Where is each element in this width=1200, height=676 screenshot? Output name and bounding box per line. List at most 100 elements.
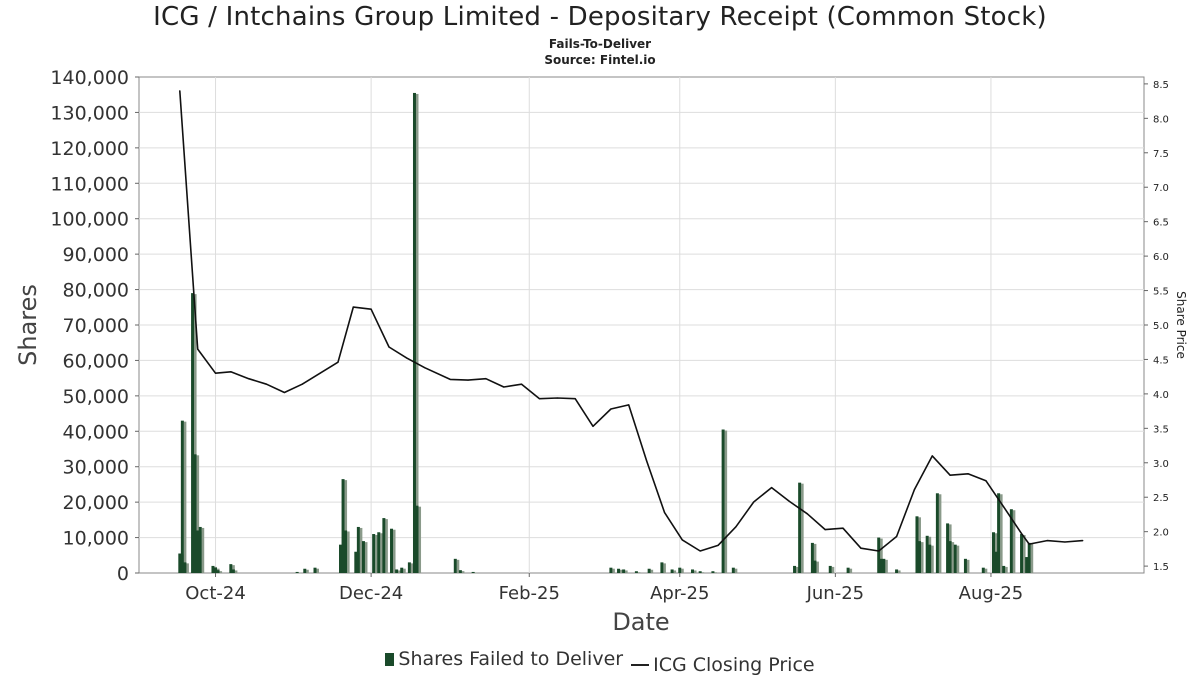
ftd-bar-shadow [956,545,960,573]
price-point [179,90,181,92]
price-point [319,372,321,374]
ftd-bar-shadow [1005,566,1008,573]
price-point [628,404,630,406]
ftd-bar [395,569,399,573]
chart-source: Source: Fintel.io [544,53,656,67]
ftd-bar [180,420,184,573]
ftd-bar-shadow [183,421,187,573]
legend: Shares Failed to Deliver ICG Closing Pri… [0,648,1200,676]
y2-tick-label: 4.5 [1153,355,1169,366]
ftd-bar [183,562,187,573]
ftd-bar [879,558,883,573]
ftd-bar [925,535,929,573]
price-point [449,378,451,381]
grid [139,77,1144,573]
chart-subtitle: Fails-To-Deliver [548,37,652,51]
ftd-bar [196,530,200,573]
y-tick-label: 60,000 [63,350,129,372]
ftd-bar [390,528,394,573]
y-tick-label: 130,000 [50,102,129,124]
price-point [424,367,426,369]
ftd-bar-shadow [316,568,320,573]
y2-tick-label: 8.0 [1153,114,1169,125]
ftd-bar [412,92,416,573]
price-point [352,306,354,308]
y2-tick-label: 5.0 [1153,321,1169,332]
legend-item-price: ICG Closing Price [629,654,815,676]
price-point [895,535,898,538]
ftd-bar [354,551,358,573]
ftd-bar [609,567,613,573]
ftd-bar-shadow [663,563,666,573]
ftd-bar [198,526,202,573]
ftd-bar-shadow [612,568,615,573]
price-point [735,526,737,528]
price-point [230,371,232,373]
price-point [521,383,523,385]
price-point [753,501,755,503]
y2-tick-label: 6.5 [1153,218,1169,229]
ftd-bar [846,567,850,573]
ftd-bar-shadow [456,559,460,573]
ftd-bar-shadow [298,572,302,574]
x-tick-label: Jun-25 [806,583,865,604]
price-point [1064,541,1066,543]
ftd-bar [992,532,996,573]
ftd-bar-shadow [673,570,677,573]
y2-tick-label: 4.0 [1153,390,1169,401]
price-point [1082,540,1084,542]
x-tick-label: Aug-25 [959,583,1024,604]
ftd-bar-shadow [734,568,738,573]
ftd-bar-shadow [701,572,705,573]
ftd-bar [193,454,197,573]
y2-tick-label: 7.5 [1153,149,1169,160]
ftd-bar [415,505,419,573]
ftd-bar [647,568,651,573]
ftd-bar [214,567,218,573]
price-point [1028,543,1030,545]
y2-tick-label: 8.5 [1153,80,1169,91]
ftd-bar [211,565,215,573]
ftd-bar-shadow [347,531,350,573]
ftd-bar-shadow [831,566,835,573]
ftd-bar-shadow [650,569,654,573]
ftd-bar [660,562,664,573]
price-point [485,378,487,380]
price-point [538,398,541,400]
ftd-bar [813,560,817,573]
ftd-bar [711,571,715,573]
ftd-bar [178,553,182,573]
ftd-bar [634,571,638,573]
ftd-bar [1027,542,1031,573]
ftd-bar [670,569,674,573]
ftd-bar-shadow [625,570,628,573]
ftd-bar [963,558,967,573]
ftd-bar-shadow [849,568,853,573]
ftd-bar [471,571,475,573]
ftd-bar [458,570,462,573]
price-point [503,386,505,388]
y-tick-label: 100,000 [50,209,129,231]
price-point [265,383,268,385]
ftd-bar [1020,534,1024,573]
y2-tick-label: 6.0 [1153,252,1169,263]
ftd-bar-shadow [681,568,684,573]
ftd-bar [918,541,922,573]
price-point [931,455,933,457]
price-point [913,489,916,491]
price-point [681,539,683,541]
ftd-bar-shadow [234,570,238,573]
y-tick-label: 80,000 [63,280,129,302]
price-point [574,398,576,400]
ftd-bar-shadow [375,535,378,573]
price-point [663,511,666,513]
ftd-bar [191,293,195,573]
ftd-bar-shadow [232,565,235,573]
ftd-bar-shadow [1023,535,1026,573]
ftd-bar [377,532,381,573]
y2-tick-label: 2.5 [1153,493,1169,504]
ftd-bar [721,429,725,573]
ftd-bar [793,565,797,573]
ftd-bar-shadow [418,506,422,573]
